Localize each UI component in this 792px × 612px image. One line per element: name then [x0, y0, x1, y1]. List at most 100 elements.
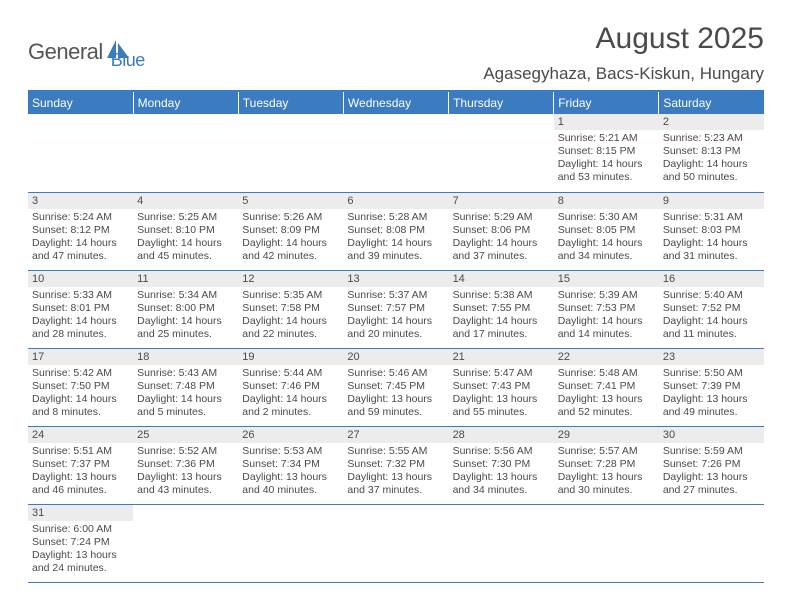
calendar-cell [133, 114, 238, 192]
day-number: 13 [343, 271, 448, 287]
daylight-text-2: and 17 minutes. [453, 328, 550, 341]
day-number: 22 [554, 349, 659, 365]
daylight-text-2: and 59 minutes. [347, 406, 444, 419]
calendar-cell: 28Sunrise: 5:56 AMSunset: 7:30 PMDayligh… [449, 426, 554, 504]
day-body: Sunrise: 5:50 AMSunset: 7:39 PMDaylight:… [659, 365, 764, 424]
daylight-text-2: and 5 minutes. [137, 406, 234, 419]
daylight-text-2: and 37 minutes. [347, 484, 444, 497]
day-number: 7 [449, 193, 554, 209]
calendar-cell: 9Sunrise: 5:31 AMSunset: 8:03 PMDaylight… [659, 192, 764, 270]
day-number: 10 [28, 271, 133, 287]
day-body: Sunrise: 5:47 AMSunset: 7:43 PMDaylight:… [449, 365, 554, 424]
calendar-cell: 7Sunrise: 5:29 AMSunset: 8:06 PMDaylight… [449, 192, 554, 270]
calendar-table: Sunday Monday Tuesday Wednesday Thursday… [28, 92, 764, 583]
calendar-cell: 30Sunrise: 5:59 AMSunset: 7:26 PMDayligh… [659, 426, 764, 504]
day-number: 25 [133, 427, 238, 443]
day-body: Sunrise: 5:46 AMSunset: 7:45 PMDaylight:… [343, 365, 448, 424]
day-number: 5 [238, 193, 343, 209]
day-body: Sunrise: 5:39 AMSunset: 7:53 PMDaylight:… [554, 287, 659, 346]
day-number: 18 [133, 349, 238, 365]
sunset-text: Sunset: 8:13 PM [663, 145, 760, 158]
sunrise-text: Sunrise: 5:33 AM [32, 289, 129, 302]
calendar-cell [449, 504, 554, 582]
day-number: 24 [28, 427, 133, 443]
location: Agasegyhaza, Bacs-Kiskun, Hungary [483, 64, 764, 84]
calendar-cell [238, 114, 343, 192]
calendar-row: 1Sunrise: 5:21 AMSunset: 8:15 PMDaylight… [28, 114, 764, 192]
daylight-text-1: Daylight: 13 hours [32, 471, 129, 484]
daylight-text-2: and 47 minutes. [32, 250, 129, 263]
calendar-cell: 27Sunrise: 5:55 AMSunset: 7:32 PMDayligh… [343, 426, 448, 504]
day-number: 12 [238, 271, 343, 287]
sunrise-text: Sunrise: 5:47 AM [453, 367, 550, 380]
sunrise-text: Sunrise: 5:51 AM [32, 445, 129, 458]
calendar-row: 10Sunrise: 5:33 AMSunset: 8:01 PMDayligh… [28, 270, 764, 348]
sunrise-text: Sunrise: 5:31 AM [663, 211, 760, 224]
daylight-text-1: Daylight: 14 hours [453, 237, 550, 250]
sunset-text: Sunset: 8:05 PM [558, 224, 655, 237]
sunrise-text: Sunrise: 5:39 AM [558, 289, 655, 302]
calendar-cell [133, 504, 238, 582]
daylight-text-1: Daylight: 13 hours [453, 393, 550, 406]
calendar-row: 17Sunrise: 5:42 AMSunset: 7:50 PMDayligh… [28, 348, 764, 426]
day-number: 31 [28, 505, 133, 521]
day-body: Sunrise: 5:37 AMSunset: 7:57 PMDaylight:… [343, 287, 448, 346]
day-number: 29 [554, 427, 659, 443]
calendar-cell: 21Sunrise: 5:47 AMSunset: 7:43 PMDayligh… [449, 348, 554, 426]
day-body: Sunrise: 5:38 AMSunset: 7:55 PMDaylight:… [449, 287, 554, 346]
daylight-text-2: and 50 minutes. [663, 171, 760, 184]
sunset-text: Sunset: 7:55 PM [453, 302, 550, 315]
brand-name-2: Blue [111, 50, 145, 71]
daylight-text-1: Daylight: 14 hours [242, 237, 339, 250]
daylight-text-1: Daylight: 14 hours [32, 315, 129, 328]
day-body: Sunrise: 5:31 AMSunset: 8:03 PMDaylight:… [659, 209, 764, 268]
day-body: Sunrise: 5:24 AMSunset: 8:12 PMDaylight:… [28, 209, 133, 268]
day-body: Sunrise: 5:23 AMSunset: 8:13 PMDaylight:… [659, 130, 764, 189]
day-number: 16 [659, 271, 764, 287]
daylight-text-1: Daylight: 14 hours [663, 158, 760, 171]
sunset-text: Sunset: 7:32 PM [347, 458, 444, 471]
day-body: Sunrise: 5:42 AMSunset: 7:50 PMDaylight:… [28, 365, 133, 424]
sunrise-text: Sunrise: 5:48 AM [558, 367, 655, 380]
calendar-cell [238, 504, 343, 582]
calendar-cell: 5Sunrise: 5:26 AMSunset: 8:09 PMDaylight… [238, 192, 343, 270]
sunset-text: Sunset: 7:57 PM [347, 302, 444, 315]
sunrise-text: Sunrise: 6:00 AM [32, 523, 129, 536]
calendar-cell: 29Sunrise: 5:57 AMSunset: 7:28 PMDayligh… [554, 426, 659, 504]
day-number: 4 [133, 193, 238, 209]
daylight-text-1: Daylight: 14 hours [32, 393, 129, 406]
calendar-cell: 3Sunrise: 5:24 AMSunset: 8:12 PMDaylight… [28, 192, 133, 270]
sunrise-text: Sunrise: 5:29 AM [453, 211, 550, 224]
day-number: 2 [659, 114, 764, 130]
daylight-text-2: and 20 minutes. [347, 328, 444, 341]
day-number: 6 [343, 193, 448, 209]
daylight-text-2: and 39 minutes. [347, 250, 444, 263]
day-body: Sunrise: 5:55 AMSunset: 7:32 PMDaylight:… [343, 443, 448, 502]
day-body: Sunrise: 5:29 AMSunset: 8:06 PMDaylight:… [449, 209, 554, 268]
daylight-text-1: Daylight: 14 hours [558, 237, 655, 250]
dayhdr-wed: Wednesday [343, 92, 448, 114]
day-number: 15 [554, 271, 659, 287]
sunrise-text: Sunrise: 5:21 AM [558, 132, 655, 145]
day-number: 3 [28, 193, 133, 209]
daylight-text-2: and 45 minutes. [137, 250, 234, 263]
dayhdr-fri: Friday [554, 92, 659, 114]
daylight-text-2: and 34 minutes. [453, 484, 550, 497]
daylight-text-1: Daylight: 13 hours [558, 471, 655, 484]
calendar-cell: 24Sunrise: 5:51 AMSunset: 7:37 PMDayligh… [28, 426, 133, 504]
sunset-text: Sunset: 8:08 PM [347, 224, 444, 237]
sunset-text: Sunset: 7:34 PM [242, 458, 339, 471]
header: General Blue August 2025 Agasegyhaza, Ba… [28, 22, 764, 84]
daylight-text-2: and 31 minutes. [663, 250, 760, 263]
sunset-text: Sunset: 7:39 PM [663, 380, 760, 393]
daylight-text-2: and 55 minutes. [453, 406, 550, 419]
sunset-text: Sunset: 7:41 PM [558, 380, 655, 393]
calendar-cell: 26Sunrise: 5:53 AMSunset: 7:34 PMDayligh… [238, 426, 343, 504]
calendar-cell: 22Sunrise: 5:48 AMSunset: 7:41 PMDayligh… [554, 348, 659, 426]
calendar-cell: 11Sunrise: 5:34 AMSunset: 8:00 PMDayligh… [133, 270, 238, 348]
day-body: Sunrise: 5:21 AMSunset: 8:15 PMDaylight:… [554, 130, 659, 189]
daylight-text-2: and 30 minutes. [558, 484, 655, 497]
sunset-text: Sunset: 8:10 PM [137, 224, 234, 237]
calendar-row: 24Sunrise: 5:51 AMSunset: 7:37 PMDayligh… [28, 426, 764, 504]
sunset-text: Sunset: 8:03 PM [663, 224, 760, 237]
